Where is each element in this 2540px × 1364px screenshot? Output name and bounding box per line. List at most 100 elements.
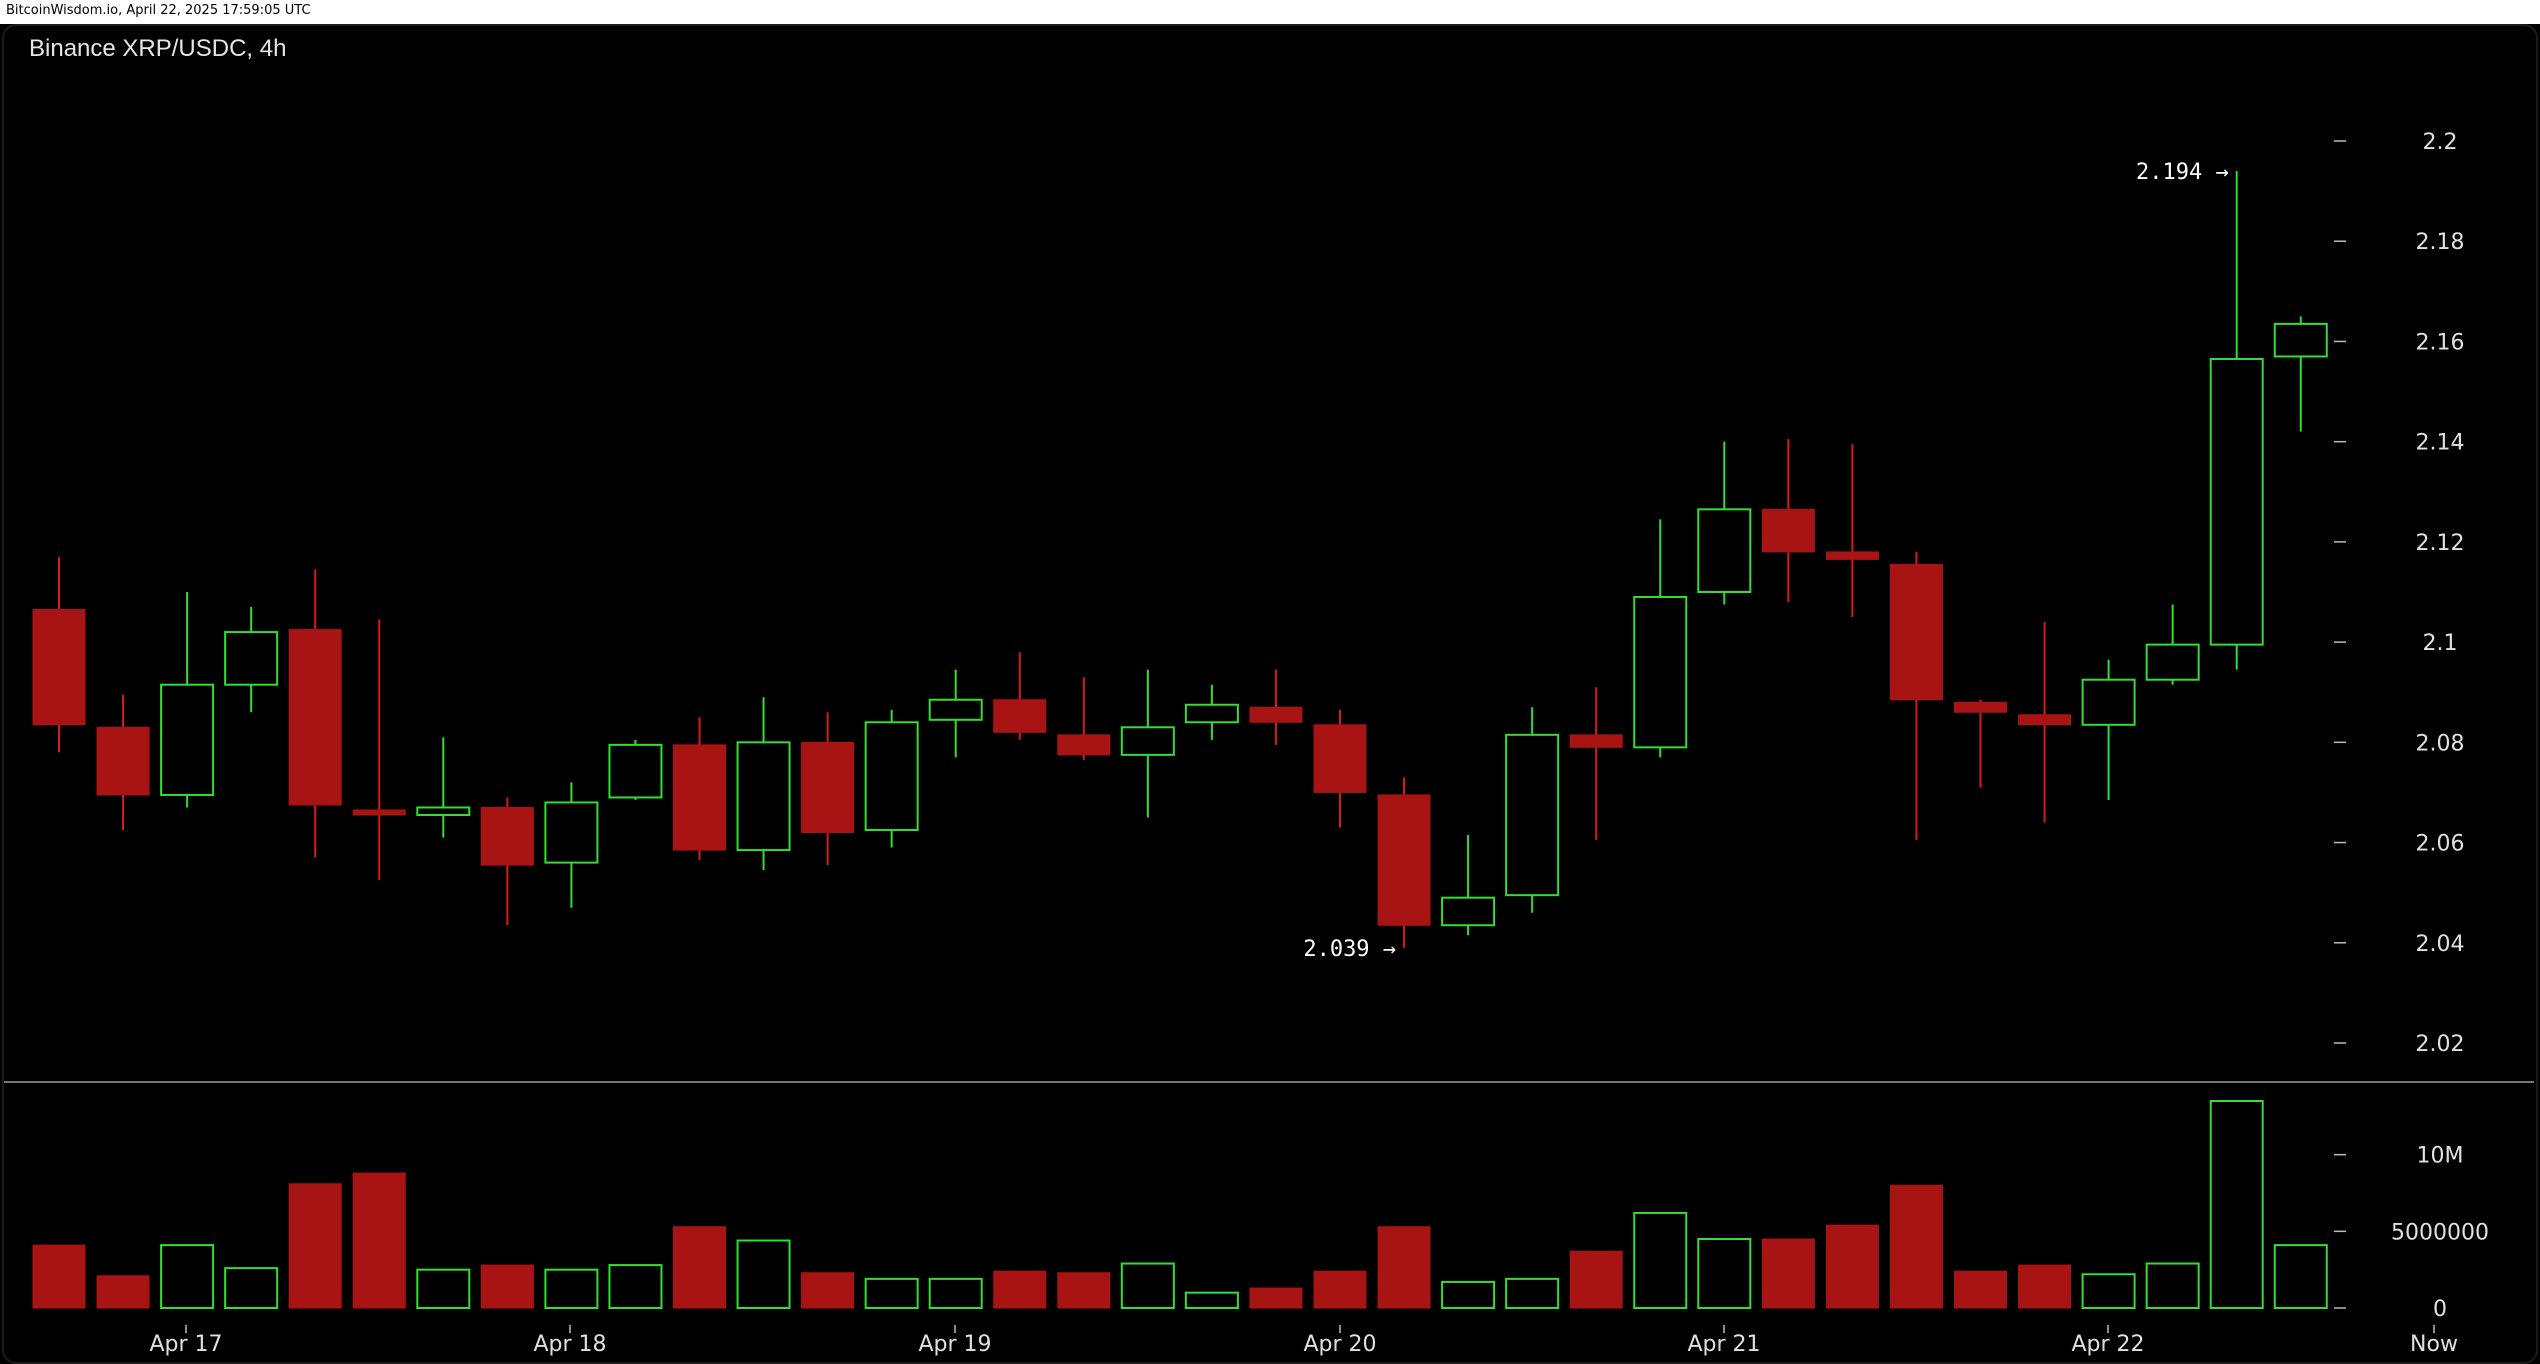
candle-up (544, 782, 599, 908)
candle-body (1825, 551, 1879, 560)
price-pane (32, 171, 2328, 948)
candle-body (1377, 794, 1431, 926)
candle-body (32, 609, 86, 726)
volume-bar (1057, 1272, 1111, 1309)
volume-bar (224, 1267, 279, 1309)
candle-body (480, 806, 534, 866)
candle-body (801, 741, 855, 834)
candle-up (2145, 604, 2200, 685)
time-tick-label: Apr 17 (149, 1332, 222, 1357)
candle-down (1377, 777, 1431, 948)
volume-bar (1889, 1184, 1943, 1309)
candle-body (1441, 896, 1496, 927)
volume-bar (1633, 1211, 1688, 1310)
candle-body (2018, 714, 2072, 726)
candle-down (801, 712, 855, 866)
volume-tick-label: 10M (2417, 1144, 2464, 1169)
price-tick-label: 2.12 (2416, 531, 2465, 556)
candle-down (1761, 439, 1815, 603)
volume-tick-label: 5000000 (2391, 1220, 2489, 1245)
volume-bar (608, 1264, 663, 1309)
candle-body (608, 743, 663, 799)
volume-tick-label: 0 (2433, 1297, 2447, 1322)
candle-body (352, 809, 406, 816)
candle-up (1441, 835, 1496, 936)
candle-up (928, 669, 983, 758)
candle-body (1120, 726, 1175, 756)
candle-body (1057, 734, 1111, 756)
price-annotations: 2.194 → 2.039 → (1303, 160, 2228, 962)
time-axis: Apr 17 Apr 18 Apr 19 Apr 20 Apr 21 Apr 22 Now (149, 1332, 2457, 1357)
volume-bar (1569, 1250, 1623, 1309)
candle-body (1697, 508, 1752, 594)
volume-bar (993, 1270, 1047, 1309)
candle-body (1761, 508, 1815, 553)
candle-down (480, 797, 534, 926)
candle-up (2273, 316, 2328, 432)
volume-bar (544, 1268, 599, 1309)
candle-body (993, 699, 1047, 733)
candle-body (1633, 596, 1688, 749)
candle-up (2081, 659, 2136, 800)
candle-body (2209, 357, 2264, 646)
candle-up (1697, 441, 1752, 605)
time-tick-label: Apr 21 (1687, 1332, 1760, 1357)
candle-up (1184, 684, 1239, 740)
candle-body (160, 683, 215, 796)
price-tick-label: 2.04 (2416, 932, 2465, 957)
price-tick-label: 2.16 (2416, 330, 2465, 355)
candle-up (608, 739, 663, 800)
candle-down (1313, 709, 1367, 828)
candle-body (96, 726, 150, 796)
candle-body (2081, 678, 2136, 726)
volume-bar (1120, 1262, 1175, 1309)
candle-down (96, 694, 150, 831)
candle-body (288, 629, 342, 806)
price-tick-label: 2.1 (2423, 631, 2458, 656)
candle-body (1249, 706, 1303, 723)
candle-down (32, 556, 86, 753)
volume-bar (96, 1275, 150, 1309)
price-tick-label: 2.02 (2416, 1032, 2465, 1057)
candle-up (224, 607, 279, 713)
time-tick-label: Apr 20 (1303, 1332, 1376, 1357)
candle-down (1825, 444, 1879, 618)
volume-bar (160, 1244, 215, 1309)
candle-up (416, 737, 471, 838)
time-tick-label: Now (2410, 1332, 2458, 1357)
price-annotation: 2.039 → (1303, 937, 1396, 962)
candle-up (160, 592, 215, 808)
candle-body (736, 741, 791, 852)
volume-bar (1249, 1287, 1303, 1309)
volume-bar (2145, 1262, 2200, 1309)
volume-bar (2273, 1244, 2328, 1309)
candle-body (928, 698, 983, 721)
price-tick-label: 2.06 (2416, 832, 2465, 857)
volume-bar (736, 1239, 791, 1309)
candle-up (2209, 171, 2264, 670)
volume-bar (801, 1272, 855, 1309)
volume-bar (864, 1277, 919, 1310)
volume-bar (1761, 1238, 1815, 1309)
volume-bar (1313, 1270, 1367, 1309)
time-tick-label: Apr 19 (918, 1332, 991, 1357)
volume-bar (2018, 1264, 2072, 1309)
volume-bar (1184, 1291, 1239, 1309)
volume-bar (1505, 1277, 1560, 1310)
candle-body (416, 806, 471, 816)
volume-bar (288, 1183, 342, 1309)
price-tick-label: 2.18 (2416, 230, 2465, 255)
candle-down (2018, 622, 2072, 823)
candle-body (2273, 322, 2328, 358)
price-tick-label: 2.2 (2423, 130, 2458, 155)
candle-body (1505, 733, 1560, 897)
candle-body (673, 744, 726, 851)
chart-title: Binance XRP/USDC, 4h (29, 35, 287, 62)
volume-bar (2209, 1100, 2264, 1309)
candle-up (1633, 519, 1688, 758)
price-annotation: 2.194 → (2136, 160, 2229, 185)
volume-pane (32, 1100, 2328, 1310)
candle-down (1249, 669, 1303, 745)
volume-bar (1697, 1238, 1752, 1309)
